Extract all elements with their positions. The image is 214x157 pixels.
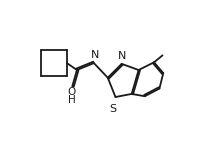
Text: O: O — [67, 87, 76, 97]
Text: N: N — [118, 51, 127, 61]
Text: S: S — [109, 104, 116, 114]
Text: N: N — [91, 50, 99, 60]
Text: H: H — [68, 95, 75, 105]
